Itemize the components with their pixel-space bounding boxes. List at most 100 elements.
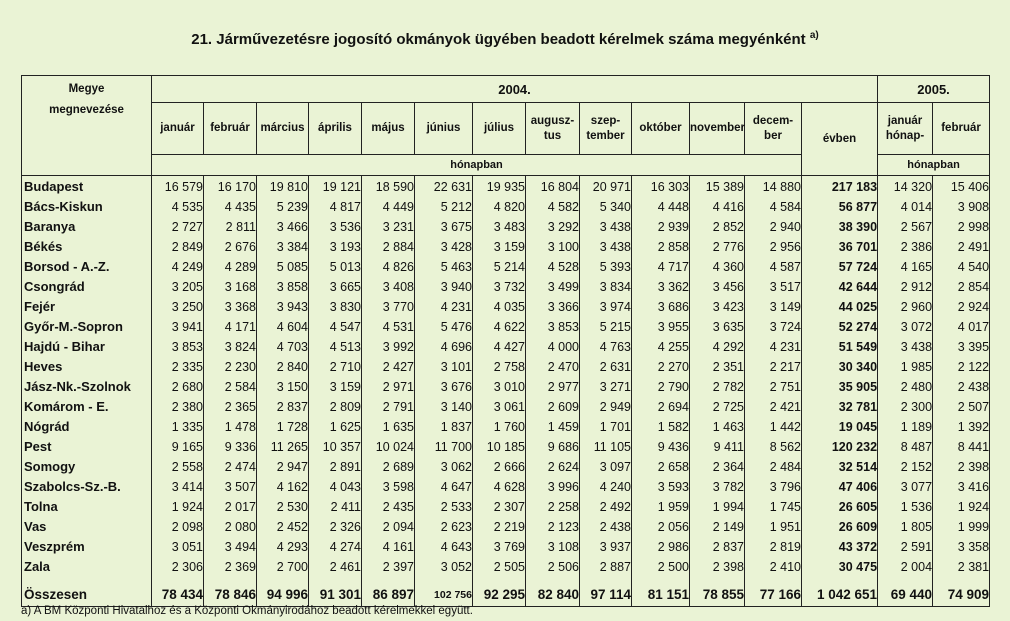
month-header-2004: július <box>472 102 526 155</box>
value-cell: 3 271 <box>579 377 632 397</box>
county-name: Komárom - E. <box>21 397 152 417</box>
value-cell: 3 052 <box>414 557 473 577</box>
value-cell: 3 686 <box>631 297 690 317</box>
value-cell: 1 999 <box>932 517 991 537</box>
county-name: Tolna <box>21 497 152 517</box>
value-cell: 20 971 <box>579 175 632 197</box>
value-cell: 2 858 <box>631 237 690 257</box>
value-cell: 1 760 <box>472 417 526 437</box>
value-cell: 3 205 <box>151 277 204 297</box>
spacer-cell <box>151 577 204 584</box>
county-name: Budapest <box>21 175 152 197</box>
value-cell: 4 826 <box>361 257 415 277</box>
value-cell: 2 658 <box>631 457 690 477</box>
value-cell: 2 300 <box>877 397 934 417</box>
total-label: Összesen <box>21 584 152 607</box>
annual-total-cell: 56 877 <box>800 197 879 217</box>
value-cell: 8 441 <box>932 437 991 457</box>
value-cell: 3 159 <box>308 377 362 397</box>
annual-total-cell: 26 605 <box>800 497 879 517</box>
month-header-2004: decem- ber <box>744 102 802 155</box>
value-cell: 1 478 <box>203 417 257 437</box>
value-cell: 3 769 <box>472 537 526 557</box>
value-cell: 3 665 <box>308 277 362 297</box>
county-name: Baranya <box>21 217 152 237</box>
value-cell: 11 105 <box>579 437 632 457</box>
total-row: Összesen 78 434 78 846 94 996 91 301 86 897 10… <box>21 584 991 607</box>
table-row: Somogy 2 558 2 474 2 947 2 891 2 689 3 062 2 66… <box>21 457 991 477</box>
annual-total-cell: 42 644 <box>800 277 879 297</box>
value-cell: 19 935 <box>472 175 526 197</box>
value-cell: 2 710 <box>308 357 362 377</box>
annual-total-cell: 47 406 <box>800 477 879 497</box>
value-cell: 4 231 <box>414 297 473 317</box>
county-name: Szabolcs-Sz.-B. <box>21 477 152 497</box>
value-cell: 4 427 <box>472 337 526 357</box>
table-row: Komárom - E. 2 380 2 365 2 837 2 809 2 791 3 1… <box>21 397 991 417</box>
value-cell: 2 676 <box>203 237 257 257</box>
value-cell: 2 852 <box>689 217 745 237</box>
value-cell: 3 250 <box>151 297 204 317</box>
value-cell: 4 171 <box>203 317 257 337</box>
value-cell: 1 994 <box>689 497 745 517</box>
value-cell: 2 689 <box>361 457 415 477</box>
value-cell: 4 289 <box>203 257 257 277</box>
value-cell: 3 908 <box>932 197 991 217</box>
value-cell: 2 533 <box>414 497 473 517</box>
value-cell: 2 492 <box>579 497 632 517</box>
value-cell: 3 796 <box>744 477 802 497</box>
value-cell: 4 293 <box>256 537 309 557</box>
table-row: Csongrád 3 205 3 168 3 858 3 665 3 408 3 940 3 … <box>21 277 991 297</box>
spacer-cell <box>414 577 473 584</box>
value-cell: 3 494 <box>203 537 257 557</box>
value-cell: 14 880 <box>744 175 802 197</box>
total-cell: 97 114 <box>579 584 632 607</box>
value-cell: 3 231 <box>361 217 415 237</box>
value-cell: 8 562 <box>744 437 802 457</box>
value-cell: 2 912 <box>877 277 934 297</box>
county-name: Békés <box>21 237 152 257</box>
value-cell: 2 998 <box>932 217 991 237</box>
value-cell: 4 360 <box>689 257 745 277</box>
value-cell: 10 024 <box>361 437 415 457</box>
value-cell: 2 623 <box>414 517 473 537</box>
value-cell: 2 438 <box>579 517 632 537</box>
value-cell: 2 811 <box>203 217 257 237</box>
value-cell: 3 366 <box>525 297 580 317</box>
value-cell: 3 724 <box>744 317 802 337</box>
value-cell: 4 582 <box>525 197 580 217</box>
honapban-2005: hónapban <box>877 154 991 176</box>
value-cell: 3 358 <box>932 537 991 557</box>
value-cell: 4 165 <box>877 257 934 277</box>
value-cell: 4 043 <box>308 477 362 497</box>
value-cell: 4 274 <box>308 537 362 557</box>
total-cell: 81 151 <box>631 584 690 607</box>
total-cell: 86 897 <box>361 584 415 607</box>
value-cell: 2 751 <box>744 377 802 397</box>
spacer-cell <box>932 577 991 584</box>
value-cell: 3 416 <box>932 477 991 497</box>
value-cell: 4 622 <box>472 317 526 337</box>
value-cell: 4 240 <box>579 477 632 497</box>
value-cell: 1 635 <box>361 417 415 437</box>
value-cell: 2 094 <box>361 517 415 537</box>
value-cell: 4 292 <box>689 337 745 357</box>
value-cell: 2 782 <box>689 377 745 397</box>
spacer-cell <box>525 577 580 584</box>
value-cell: 9 411 <box>689 437 745 457</box>
value-cell: 2 791 <box>361 397 415 417</box>
value-cell: 3 408 <box>361 277 415 297</box>
value-cell: 1 625 <box>308 417 362 437</box>
table-row: Baranya 2 727 2 811 3 466 3 536 3 231 3 675 3 4… <box>21 217 991 237</box>
value-cell: 3 456 <box>689 277 745 297</box>
month-header-2004: április <box>308 102 362 155</box>
title-text: 21. Járművezetésre jogosító okmányok ügy… <box>191 31 806 48</box>
value-cell: 2 887 <box>579 557 632 577</box>
value-cell: 3 428 <box>414 237 473 257</box>
year-2004-header: 2004. <box>150 75 879 103</box>
month-header-2005: február <box>932 102 991 155</box>
table-row: Budapest 16 579 16 170 19 810 19 121 18 590 22… <box>21 175 991 197</box>
value-cell: 3 992 <box>361 337 415 357</box>
value-cell: 3 395 <box>932 337 991 357</box>
spacer-cell <box>361 577 415 584</box>
